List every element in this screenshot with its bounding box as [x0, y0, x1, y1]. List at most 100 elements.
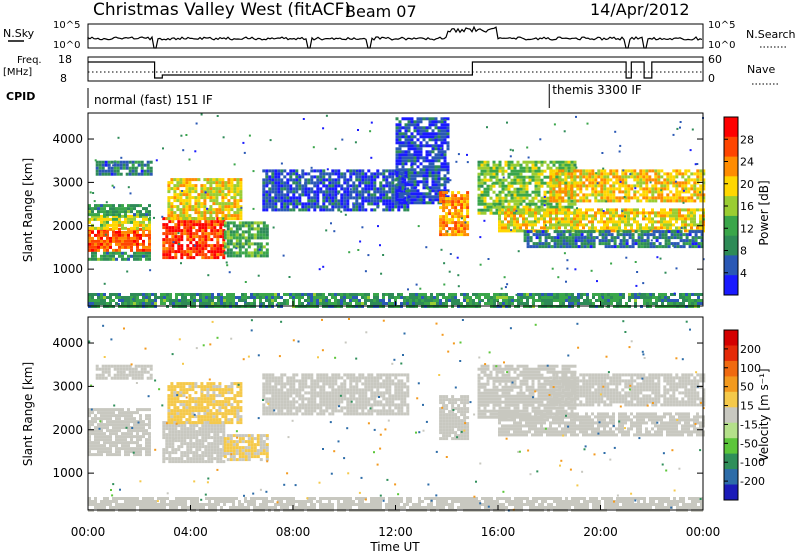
- heatmap-cell: [540, 208, 544, 212]
- heatmap-cell: [681, 181, 685, 185]
- heatmap-cell: [448, 197, 452, 201]
- heatmap-cell: [313, 208, 317, 212]
- heatmap-cell: [358, 299, 361, 302]
- heatmap-cell: [358, 196, 362, 200]
- heatmap-cell: [498, 169, 502, 173]
- heatmap-cell: [584, 235, 587, 238]
- heatmap-cell: [310, 199, 314, 203]
- heatmap-cell: [419, 287, 422, 290]
- heatmap-cell: [97, 226, 100, 230]
- heatmap-cell: [693, 199, 697, 203]
- heatmap-cell: [507, 175, 511, 179]
- heatmap-cell: [325, 208, 329, 212]
- heatmap-cell: [334, 181, 338, 185]
- heatmap-cell: [208, 296, 211, 299]
- heatmap-cell: [179, 178, 183, 182]
- heatmap-cell: [618, 223, 621, 227]
- heatmap-cell: [443, 186, 447, 190]
- heatmap-cell: [501, 205, 505, 209]
- heatmap-cell: [118, 214, 121, 218]
- heatmap-cell: [505, 293, 508, 296]
- heatmap-cell: [446, 126, 450, 130]
- heatmap-cell: [612, 214, 615, 218]
- heatmap-cell: [699, 196, 703, 200]
- heatmap-cell: [116, 169, 120, 173]
- heatmap-cell: [229, 236, 233, 240]
- heatmap-cell: [619, 233, 623, 237]
- heatmap-cell: [660, 226, 663, 230]
- heatmap-cell: [271, 181, 275, 185]
- heatmap-cell: [185, 199, 189, 203]
- heatmap-cell: [91, 251, 94, 255]
- heatmap-cell: [486, 169, 490, 173]
- heatmap-cell: [466, 153, 468, 156]
- heatmap-cell: [422, 165, 426, 169]
- heatmap-cell: [229, 251, 233, 255]
- heatmap-cell: [136, 239, 139, 243]
- heatmap-cell: [640, 293, 643, 296]
- heatmap-cell: [165, 235, 169, 239]
- heatmap-cell: [645, 223, 648, 227]
- heatmap-cell: [563, 252, 566, 255]
- heatmap-cell: [699, 178, 703, 182]
- heatmap-cell: [181, 190, 184, 192]
- heatmap-cell: [397, 168, 400, 171]
- heatmap-cell: [585, 208, 588, 212]
- heatmap-cell: [340, 187, 344, 191]
- heatmap-cell: [702, 184, 706, 188]
- heatmap-cell: [154, 293, 157, 296]
- heatmap-cell: [413, 189, 417, 193]
- heatmap-cell: [198, 226, 202, 230]
- heatmap-cell: [503, 276, 506, 279]
- heatmap-cell: [625, 242, 629, 246]
- heatmap-cell: [583, 230, 587, 234]
- heatmap-cell: [207, 250, 211, 254]
- heatmap-cell: [334, 302, 337, 305]
- heatmap-cell: [398, 141, 402, 145]
- heatmap-cell: [265, 199, 269, 203]
- heatmap-cell: [298, 174, 301, 176]
- heatmap-cell: [146, 166, 150, 170]
- heatmap-cell: [571, 242, 575, 246]
- heatmap-cell: [549, 217, 552, 221]
- heatmap-cell: [525, 187, 529, 191]
- heatmap-cell: [404, 192, 408, 196]
- heatmap-cell: [630, 172, 634, 176]
- heatmap-cell: [612, 199, 616, 203]
- heatmap-cell: [376, 202, 380, 206]
- heatmap-cell: [239, 217, 243, 221]
- heatmap-cell: [588, 169, 592, 173]
- heatmap-cell: [425, 135, 429, 139]
- heatmap-cell: [104, 169, 108, 173]
- heatmap-cell: [561, 196, 565, 200]
- heatmap-cell: [256, 254, 260, 258]
- heatmap-cell: [280, 181, 283, 183]
- heatmap-cell: [682, 245, 686, 249]
- heatmap-cell: [513, 211, 517, 215]
- heatmap-cell: [492, 190, 496, 194]
- heatmap-cell: [679, 239, 683, 243]
- heatmap-cell: [226, 264, 229, 267]
- heatmap-cell: [606, 226, 609, 230]
- heatmap-cell: [289, 184, 293, 188]
- heatmap-cell: [565, 242, 569, 246]
- heatmap-cell: [385, 293, 388, 296]
- heatmap-cell: [319, 169, 323, 173]
- heatmap-cell: [564, 214, 567, 218]
- heatmap-cell: [410, 144, 414, 148]
- heatmap-cell: [434, 135, 438, 139]
- heatmap-cell: [541, 302, 544, 305]
- heatmap-cell: [122, 160, 126, 164]
- heatmap-cell: [148, 210, 151, 214]
- heatmap-cell: [121, 296, 124, 299]
- heatmap-cell: [337, 299, 340, 302]
- heatmap-cell: [538, 233, 542, 237]
- heatmap-cell: [262, 251, 266, 255]
- heatmap-cell: [212, 178, 216, 182]
- heatmap-cell: [425, 195, 429, 199]
- heatmap-cell: [439, 230, 443, 234]
- heatmap-cell: [613, 299, 616, 302]
- heatmap-cell: [370, 121, 373, 124]
- heatmap-cell: [702, 181, 706, 185]
- heatmap-cell: [489, 205, 493, 209]
